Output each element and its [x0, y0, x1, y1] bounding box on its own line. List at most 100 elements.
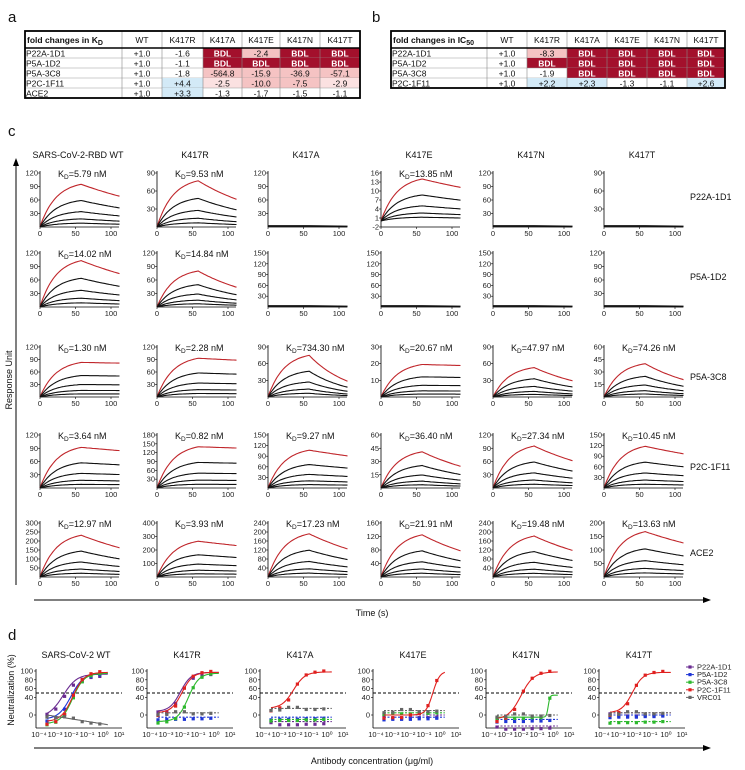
kd-symbol: K — [622, 431, 628, 441]
column-title: K417A — [292, 150, 319, 160]
x-tick-label: 0 — [379, 490, 383, 499]
y-tick-label: 150 — [478, 249, 491, 258]
kd-subscript: D — [628, 524, 633, 531]
data-point — [98, 672, 102, 676]
fit-curve — [39, 260, 120, 308]
sensorgram-plot: 30 60 90 120 0 50 100 KD=3.64 nM — [25, 431, 120, 499]
y-tick-label: 40 — [475, 693, 483, 702]
y-tick-label: 60 — [594, 187, 602, 196]
table-row: P5A-3C8 +1.0 -1.9 BDL BDL BDL BDL — [391, 68, 725, 78]
series-line — [157, 671, 219, 713]
data-point — [45, 712, 49, 716]
response-curve — [492, 568, 573, 578]
column-title: K417N — [517, 150, 545, 160]
y-tick-label: 60 — [25, 684, 33, 693]
table-cell: BDL — [578, 58, 595, 68]
response-curve — [156, 209, 237, 228]
response-curve — [267, 370, 348, 398]
kd-subscript: D — [517, 436, 522, 443]
x-tick-label: 0 — [379, 229, 383, 238]
fit-curve — [267, 449, 348, 489]
fit-curve — [603, 445, 684, 489]
x-tick-label: 100 — [558, 490, 571, 499]
y-tick-label: 200 — [589, 519, 602, 528]
data-point — [661, 720, 665, 724]
data-point — [626, 721, 630, 725]
data-point — [400, 707, 404, 712]
response-curve — [603, 567, 684, 578]
response-curve — [156, 284, 237, 308]
table-cell: -8.3 — [540, 48, 555, 58]
data-point — [643, 714, 647, 719]
response-curve — [492, 479, 573, 489]
kd-symbol: K — [58, 431, 64, 441]
y-tick-label: 60 — [147, 187, 155, 196]
x-tick-label: 0 — [266, 309, 270, 318]
y-tick-label: 30 — [594, 368, 602, 377]
x-tick-label: 0 — [491, 579, 495, 588]
y-tick-label: 30 — [258, 209, 266, 218]
kd-label: KD=12.97 nM — [58, 519, 112, 531]
legend-marker — [688, 688, 692, 692]
kd-label: KD=27.34 nM — [511, 431, 565, 443]
kd-label: KD=10.45 nM — [622, 431, 676, 443]
y-tick-label: 60 — [594, 462, 602, 471]
data-point — [652, 712, 656, 716]
table-cell: BDL — [697, 68, 714, 78]
data-point — [495, 719, 499, 724]
data-point — [156, 718, 160, 722]
x-tick-label: 50 — [412, 490, 420, 499]
y-tick-label: 120 — [142, 343, 155, 352]
data-point — [63, 712, 67, 716]
y-tick-label: 60 — [588, 684, 596, 693]
data-point — [63, 694, 67, 698]
x-tick-label: 50 — [71, 309, 79, 318]
data-point — [54, 707, 58, 711]
table-cell: -7.5 — [293, 78, 308, 88]
data-point — [304, 718, 308, 722]
data-point — [634, 715, 638, 719]
y-tick-label: 120 — [478, 546, 491, 555]
response-curve — [603, 572, 684, 578]
y-tick-label: 60 — [258, 196, 266, 205]
y-tick-label: 180 — [142, 431, 155, 440]
data-point — [504, 719, 508, 724]
data-point — [89, 721, 93, 725]
table-row: P5A-1D2 +1.0 -1.1 BDL BDL BDL BDL — [25, 58, 360, 68]
table-row: P2C-1F11 +1.0 +2.2 +2.3 -1.3 -1.1 +2.6 — [391, 78, 725, 88]
y-tick-label: 60 — [483, 359, 491, 368]
x-tick-label: 0 — [155, 490, 159, 499]
kd-value: =14.02 nM — [69, 249, 112, 259]
x-tick-label: 0 — [266, 490, 270, 499]
response-curve — [493, 305, 573, 308]
x-tick-label: 0 — [266, 579, 270, 588]
y-tick-label: 90 — [147, 262, 155, 271]
table-cell: -2.5 — [215, 78, 230, 88]
cell-fill — [320, 68, 360, 78]
table-cell: -564.8 — [210, 68, 234, 78]
sensorgram-plot: 50 100 150 200 0 50 100 KD=13.63 nM — [589, 519, 684, 588]
table-cell: BDL — [697, 48, 714, 58]
response-curve — [156, 392, 237, 398]
row-label: P2C-1F11 — [392, 78, 430, 88]
kd-label: KD=9.27 nM — [286, 431, 335, 443]
y-tick-label: 90 — [594, 262, 602, 271]
response-curve — [603, 560, 684, 578]
cell-fill — [242, 78, 280, 88]
x-tick-label: 10⁻⁴ — [31, 730, 47, 739]
y-tick-label: 40 — [25, 693, 33, 702]
y-tick-label: 60 — [371, 431, 379, 440]
x-tick-label: 100 — [222, 579, 235, 588]
y-tick-label: 200 — [478, 528, 491, 537]
cell-fill — [527, 78, 567, 88]
data-point — [191, 674, 195, 678]
response-curve — [39, 568, 120, 578]
data-point — [54, 716, 58, 720]
response-curve — [380, 474, 461, 489]
data-point — [269, 719, 273, 723]
y-tick-label: 150 — [589, 532, 602, 541]
data-point — [304, 673, 308, 677]
kd-subscript: D — [181, 174, 186, 181]
